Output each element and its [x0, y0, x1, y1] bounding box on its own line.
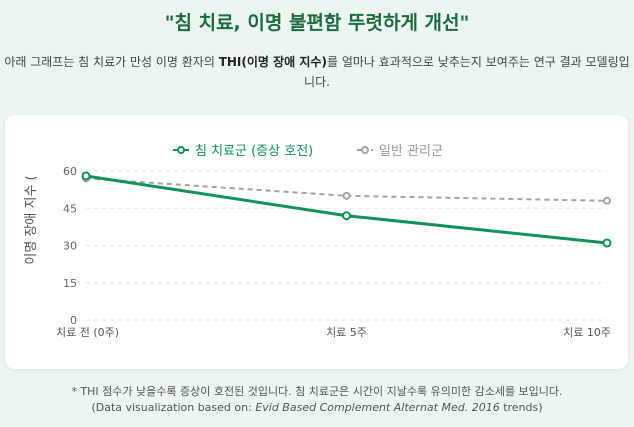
- data-point[interactable]: [342, 211, 351, 221]
- subtitle-text-end: 를 얼마나 효과적으로 낮추는지 보여주는 연구 결과 모델링입니다.: [304, 55, 630, 89]
- legend-marker: [361, 146, 369, 154]
- y-tick-label: 45: [63, 202, 77, 215]
- footnote-source: (Data visualization based on: Evid Based…: [0, 400, 634, 416]
- y-tick-label: 60: [63, 165, 77, 178]
- page-title: "침 치료, 이명 불편함 뚜렷하게 개선": [164, 12, 470, 34]
- line-chart: 0 15 30 45 60 치료 전 (0주) 치료 5주 치료 10주 침 치료군 (증상 …: [24, 144, 612, 339]
- data-point[interactable]: [603, 196, 611, 205]
- x-tick-label: 치료 전 (0주): [56, 326, 119, 339]
- subtitle-thi-term: THI(이명 장애 지수): [218, 55, 327, 69]
- legend-marker: [177, 146, 185, 154]
- x-tick-label: 치료 5주: [326, 326, 367, 339]
- page-subtitle: 아래 그래프는 침 치료가 만성 이명 환자의 THI(이명 장애 지수)를 얼…: [0, 52, 634, 92]
- legend-label[interactable]: 침 치료군 (증상 호전): [195, 144, 313, 159]
- y-axis-label: 이명 장애 지수 (: [24, 175, 39, 264]
- source-suffix: trends): [499, 401, 543, 414]
- footnote: * THI 점수가 낮을수록 증상이 호전된 것입니다. 침 치료군은 시간이 …: [0, 384, 634, 416]
- subtitle-text-start: 아래 그래프는 침 치료가 만성 이명 환자의: [4, 55, 219, 69]
- source-prefix: (Data visualization based on:: [91, 401, 256, 414]
- data-point[interactable]: [81, 171, 91, 181]
- y-tick-label: 15: [63, 277, 77, 290]
- y-tick-label: 0: [70, 314, 77, 327]
- data-point[interactable]: [342, 191, 351, 200]
- legend-label[interactable]: 일반 관리군: [379, 144, 443, 159]
- y-tick-label: 30: [63, 240, 77, 253]
- footnote-note: * THI 점수가 낮을수록 증상이 호전된 것입니다. 침 치료군은 시간이 …: [71, 385, 563, 398]
- x-tick-label: 치료 10주: [563, 326, 611, 339]
- series-line-0: [85, 174, 608, 245]
- data-point[interactable]: [602, 238, 612, 248]
- source-journal: Evid Based Complement Alternat Med. 2016: [255, 401, 500, 414]
- chart-card: 0 15 30 45 60 치료 전 (0주) 치료 5주 치료 10주 침 치료군 (증상 …: [5, 115, 628, 369]
